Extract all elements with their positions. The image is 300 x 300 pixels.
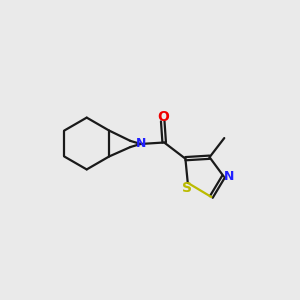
Text: N: N <box>224 170 234 183</box>
Text: O: O <box>157 110 169 124</box>
Text: S: S <box>182 181 192 195</box>
Text: N: N <box>136 137 146 151</box>
